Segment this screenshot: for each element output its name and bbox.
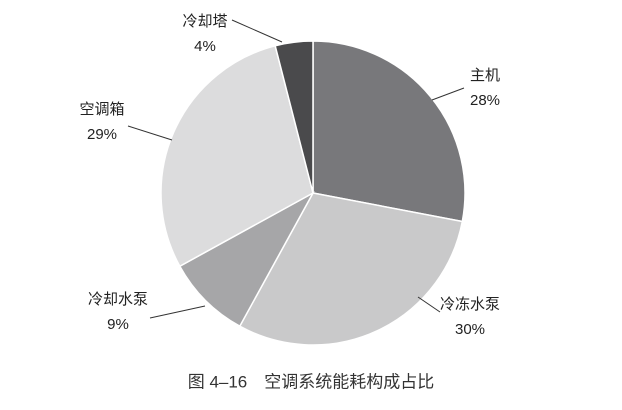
leader-line	[417, 296, 441, 313]
caption: 图 4–16 空调系统能耗构成占比	[188, 372, 435, 391]
slice-value-label: 29%	[87, 126, 117, 143]
slice-label: 冷冻水泵	[440, 295, 500, 313]
leader-line	[431, 87, 465, 101]
pie-slice	[238, 192, 464, 346]
pie-slice	[274, 40, 314, 194]
slice-label: 空调箱	[79, 101, 124, 118]
leader-line	[149, 305, 206, 319]
slice-value-label: 4%	[194, 38, 216, 55]
slice-value-label: 28%	[470, 92, 500, 109]
slice-label: 主机	[470, 67, 500, 84]
leader-line	[231, 19, 283, 43]
pie-slice	[160, 44, 314, 268]
slice-value-label: 30%	[455, 321, 485, 338]
slice-value-label: 9%	[107, 316, 129, 333]
leader-line	[127, 125, 173, 141]
slice-label: 冷却水泵	[88, 291, 148, 308]
pie-slice	[178, 191, 315, 328]
pie-slice	[312, 40, 466, 223]
slice-label: 冷却塔	[182, 13, 227, 30]
